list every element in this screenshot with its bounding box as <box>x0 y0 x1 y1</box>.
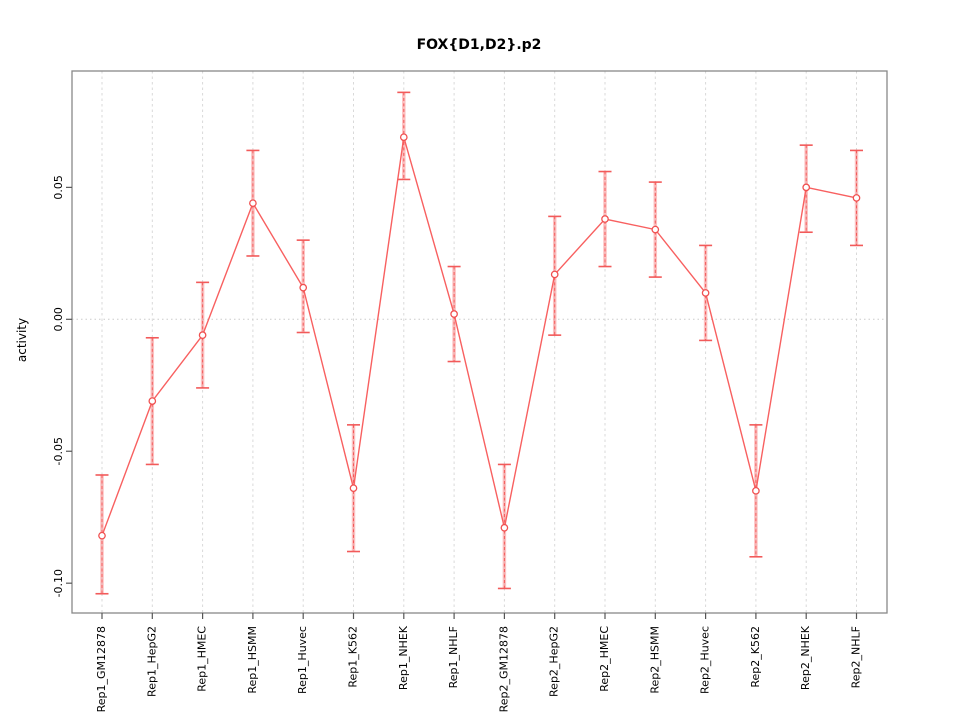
data-point-marker <box>701 289 710 297</box>
series-line <box>101 137 857 536</box>
x-tick-label: Rep1_Huvec <box>296 626 309 694</box>
data-point-marker <box>601 215 609 223</box>
x-tick-label: Rep2_HSMM <box>648 626 661 694</box>
x-tick-label: Rep2_Huvec <box>699 626 712 694</box>
x-tick-label: Rep1_GM12878 <box>95 626 108 712</box>
data-point-marker <box>148 397 157 405</box>
plot-title: FOX{D1,D2}.p2 <box>417 37 542 53</box>
data-point-marker <box>550 270 559 279</box>
data-point-marker <box>399 133 408 142</box>
x-tick-label: Rep1_HSMM <box>246 626 259 694</box>
x-tick-label: Rep1_K562 <box>347 626 360 688</box>
x-tick-label: Rep1_HMEC <box>196 626 209 692</box>
x-tick-label: Rep1_HepG2 <box>145 626 158 697</box>
data-point-marker <box>500 523 509 532</box>
x-tick-label: Rep1_NHEK <box>397 625 410 690</box>
y-tick-label: 0.05 <box>52 175 65 200</box>
x-tick-label: Rep2_GM12878 <box>497 626 510 712</box>
x-tick-label: Rep2_NHEK <box>799 625 812 690</box>
plot-box <box>71 70 888 614</box>
y-tick-label: -0.10 <box>52 569 65 597</box>
y-axis-title: activity <box>15 318 29 362</box>
y-tick-label: -0.05 <box>52 437 65 465</box>
data-point-marker <box>802 183 811 192</box>
x-tick-label: Rep2_NHLF <box>850 626 863 688</box>
data-point-marker <box>852 194 861 202</box>
x-tick-label: Rep2_K562 <box>749 626 762 688</box>
x-tick-label: Rep2_HMEC <box>598 626 611 692</box>
x-tick-label: Rep1_NHLF <box>447 626 460 688</box>
data-point-marker <box>651 225 660 234</box>
data-point-marker <box>98 531 106 540</box>
y-tick-label: 0.00 <box>52 307 65 332</box>
data-point-marker <box>198 331 207 339</box>
data-point-marker <box>450 310 458 318</box>
data-point-marker <box>349 484 358 493</box>
data-point-marker <box>752 486 760 495</box>
data-point-marker <box>249 199 257 208</box>
data-point-marker <box>299 283 308 292</box>
x-tick-label: Rep2_HepG2 <box>548 626 561 697</box>
